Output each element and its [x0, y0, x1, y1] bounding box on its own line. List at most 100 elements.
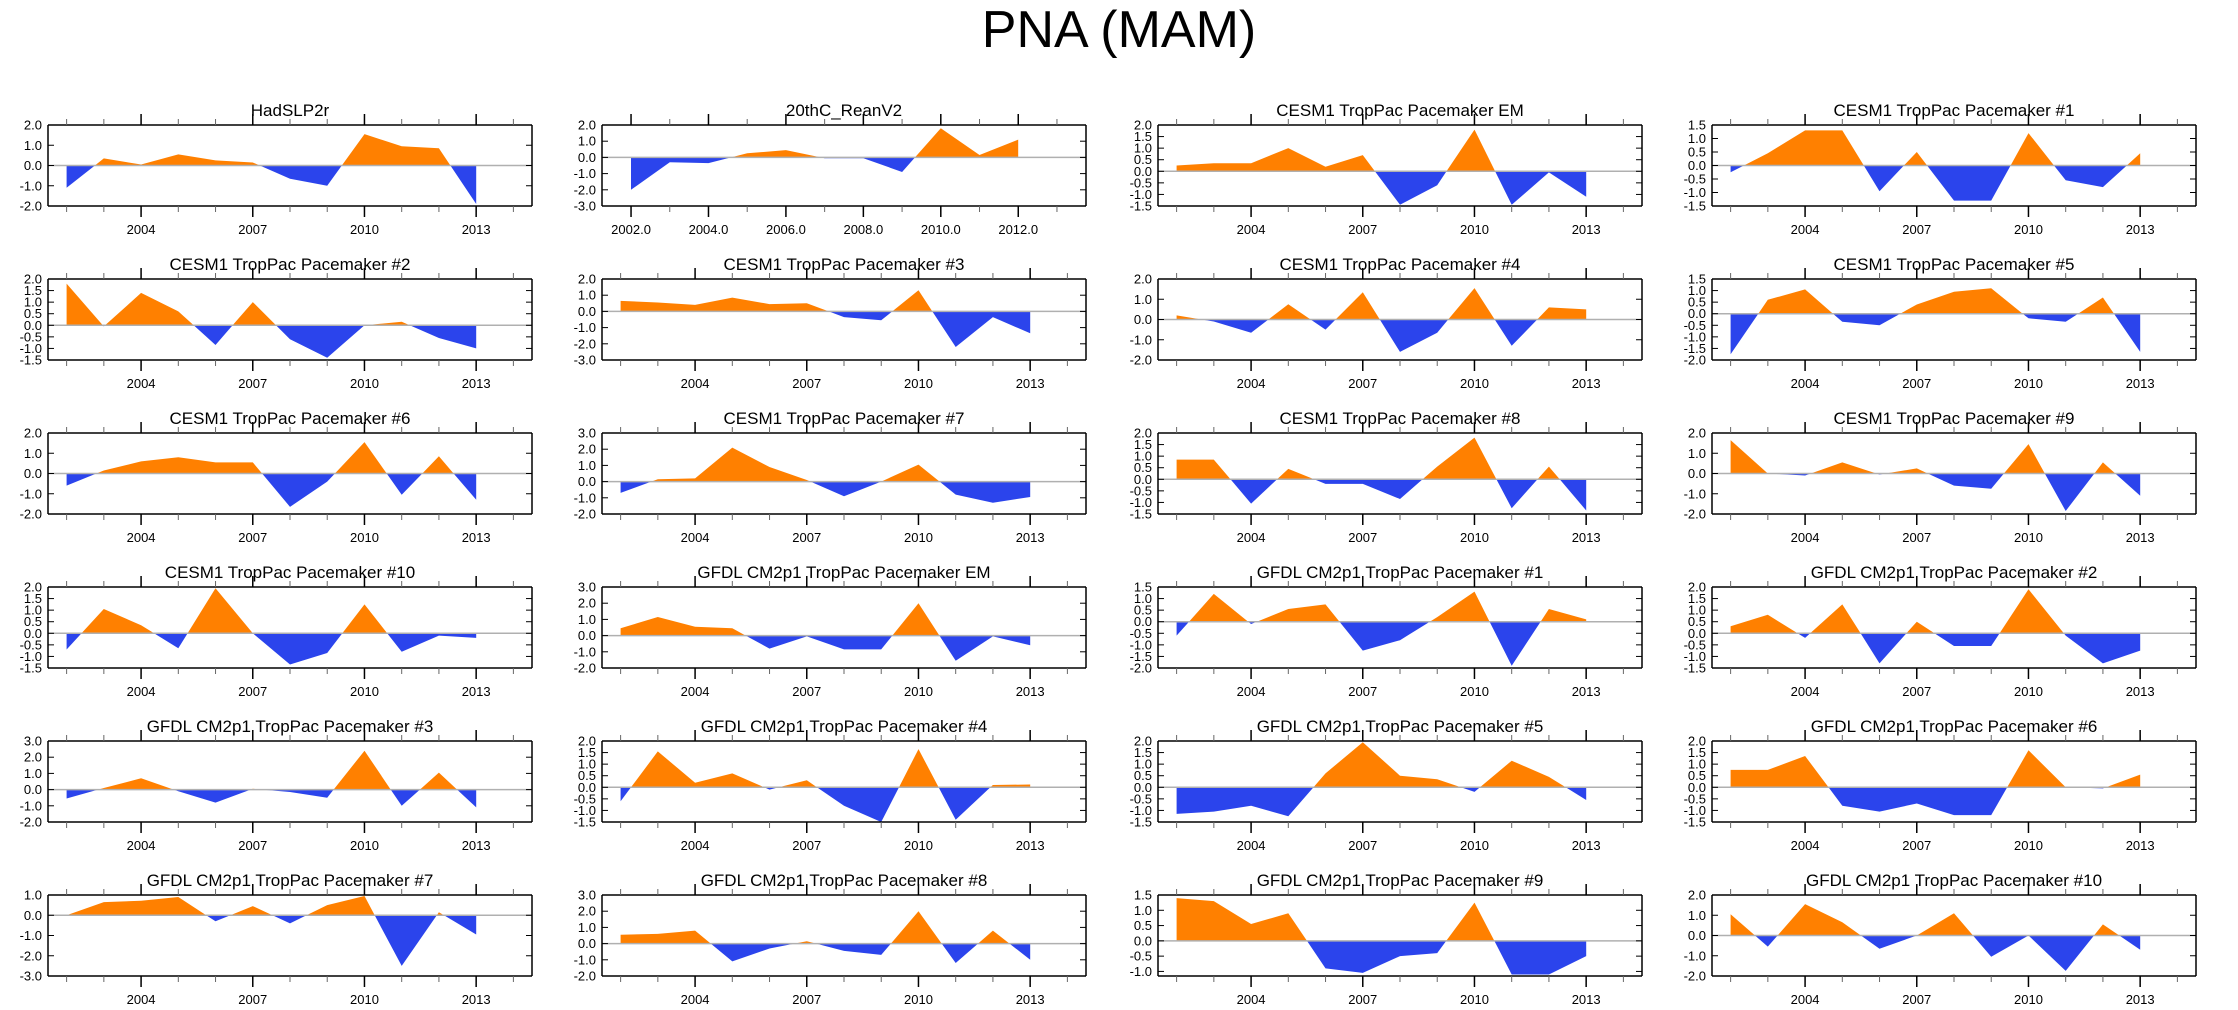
panel-title: CESM1 TropPac Pacemaker #7 — [724, 409, 965, 428]
x-tick-label: 2007 — [1348, 530, 1377, 545]
y-tick-label: 0.0 — [578, 780, 596, 795]
positive-area — [1176, 129, 1587, 172]
x-tick-label: 2010 — [350, 684, 379, 699]
y-tick-label: 1.0 — [24, 766, 42, 781]
x-tick-label: 2007 — [792, 376, 821, 391]
y-tick-label: -1.5 — [1684, 661, 1706, 676]
y-tick-label: -1.0 — [20, 341, 42, 356]
y-tick-label: 0.5 — [1688, 295, 1706, 310]
positive-area — [620, 290, 1031, 312]
positive-area — [1730, 750, 2141, 788]
x-tick-label: 2013 — [462, 530, 491, 545]
y-tick-label: 0.0 — [578, 936, 596, 951]
x-tick-label: 2010 — [2014, 222, 2043, 237]
x-tick-label: 2012.0 — [998, 222, 1038, 237]
figure-title: PNA (MAM) — [981, 1, 1257, 59]
panel-title: GFDL CM2p1 TropPac Pacemaker #7 — [147, 871, 434, 890]
panel-title: CESM1 TropPac Pacemaker #1 — [1834, 101, 2075, 120]
y-tick-label: 1.0 — [1688, 757, 1706, 772]
panel-title: GFDL CM2p1 TropPac Pacemaker EM — [697, 563, 990, 582]
x-tick-label: 2004 — [681, 530, 710, 545]
y-tick-label: 1.0 — [578, 458, 596, 473]
x-tick-label: 2007 — [238, 530, 267, 545]
y-tick-label: 2.0 — [578, 442, 596, 457]
panel-title: CESM1 TropPac Pacemaker #6 — [170, 409, 411, 428]
x-tick-label: 2004 — [127, 222, 156, 237]
y-tick-label: 1.0 — [1688, 131, 1706, 146]
x-tick-label: 2013 — [2126, 530, 2155, 545]
x-tick-label: 2002.0 — [611, 222, 651, 237]
y-tick-label: 1.0 — [1134, 757, 1152, 772]
y-tick-label: 0.5 — [1688, 768, 1706, 783]
positive-area — [1730, 130, 2141, 166]
y-tick-label: -2.0 — [20, 507, 42, 522]
y-tick-label: 1.0 — [24, 446, 42, 461]
positive-area — [66, 134, 477, 166]
x-tick-label: 2004 — [1237, 992, 1266, 1007]
positive-area — [631, 128, 1019, 158]
panel-title: CESM1 TropPac Pacemaker #5 — [1834, 255, 2075, 274]
y-tick-label: 0.0 — [24, 908, 42, 923]
x-tick-label: 2013 — [2126, 838, 2155, 853]
x-tick-label: 2004.0 — [689, 222, 729, 237]
y-tick-label: 1.5 — [1134, 888, 1152, 903]
negative-area — [66, 473, 477, 507]
negative-area — [1730, 787, 2141, 816]
x-tick-label: 2004 — [1237, 838, 1266, 853]
y-tick-label: -1.5 — [1684, 341, 1706, 356]
x-tick-label: 2013 — [462, 222, 491, 237]
y-tick-label: 0.0 — [1688, 626, 1706, 641]
panel-title: GFDL CM2p1 TropPac Pacemaker #6 — [1811, 717, 2098, 736]
positive-area — [1730, 440, 2141, 474]
y-tick-label: 2.0 — [578, 596, 596, 611]
y-tick-label: 2.0 — [1688, 734, 1706, 749]
y-tick-label: -1.5 — [1684, 815, 1706, 830]
negative-area — [1730, 165, 2141, 201]
y-tick-label: 2.0 — [578, 904, 596, 919]
y-tick-label: -1.0 — [574, 952, 596, 967]
x-tick-label: 2013 — [1572, 376, 1601, 391]
negative-area — [66, 633, 477, 665]
x-tick-label: 2007 — [1902, 222, 1931, 237]
positive-area — [620, 911, 1031, 944]
y-tick-label: 2.0 — [1134, 272, 1152, 287]
y-tick-label: 1.5 — [1134, 580, 1152, 595]
y-tick-label: -2.0 — [574, 336, 596, 351]
y-tick-label: 2.0 — [24, 118, 42, 133]
y-tick-label: 0.0 — [1688, 780, 1706, 795]
x-tick-label: 2010 — [1460, 530, 1489, 545]
negative-area — [1176, 940, 1587, 975]
y-tick-label: -1.0 — [574, 320, 596, 335]
x-tick-label: 2007 — [238, 684, 267, 699]
y-tick-label: -1.0 — [1130, 332, 1152, 347]
y-tick-label: -0.5 — [1130, 483, 1152, 498]
y-tick-label: -2.0 — [1684, 969, 1706, 984]
y-tick-label: 0.0 — [1688, 928, 1706, 943]
x-tick-label: 2010 — [904, 838, 933, 853]
y-tick-label: -0.5 — [1684, 318, 1706, 333]
y-tick-label: -1.0 — [574, 490, 596, 505]
x-tick-label: 2004 — [1791, 222, 1820, 237]
y-tick-label: -2.0 — [20, 948, 42, 963]
y-tick-label: 3.0 — [578, 580, 596, 595]
y-tick-label: -2.0 — [1684, 507, 1706, 522]
x-tick-label: 2013 — [462, 992, 491, 1007]
x-tick-label: 2004 — [1791, 992, 1820, 1007]
y-tick-label: 2.0 — [578, 118, 596, 133]
positive-area — [66, 750, 477, 790]
y-tick-label: -1.5 — [1130, 815, 1152, 830]
y-tick-label: -2.0 — [20, 815, 42, 830]
panel-title: GFDL CM2p1 TropPac Pacemaker #10 — [1806, 871, 2102, 890]
y-tick-label: -2.0 — [574, 507, 596, 522]
y-tick-label: 1.0 — [1688, 446, 1706, 461]
y-tick-label: 0.0 — [1688, 306, 1706, 321]
x-tick-label: 2010 — [2014, 530, 2043, 545]
y-tick-label: -0.5 — [1130, 791, 1152, 806]
y-tick-label: -1.0 — [574, 166, 596, 181]
y-tick-label: 2.0 — [1134, 426, 1152, 441]
x-tick-label: 2010 — [1460, 376, 1489, 391]
x-tick-label: 2004 — [127, 838, 156, 853]
y-tick-label: 2.0 — [1134, 118, 1152, 133]
y-tick-label: -2.0 — [574, 182, 596, 197]
positive-area — [620, 447, 1031, 482]
